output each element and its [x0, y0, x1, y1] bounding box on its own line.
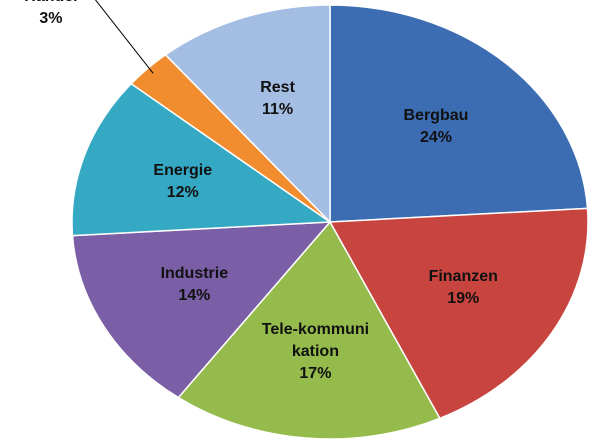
pie-slice	[328, 207, 589, 420]
pie-slice	[71, 221, 332, 399]
slice-value: 3%	[39, 10, 63, 28]
slice-value: 11%	[261, 101, 294, 119]
slice-name: Energie	[153, 161, 213, 179]
slice-name: Bergbau	[403, 107, 469, 125]
slice-value: 19%	[447, 290, 480, 308]
slice-value: 12%	[166, 183, 199, 201]
slice-label: Bergbau 24%	[381, 105, 491, 149]
slice-label: Tele-kommunikation 17%	[260, 319, 370, 385]
slice-label: Handel 3%	[0, 0, 106, 30]
leader-line	[94, 0, 154, 74]
slice-label: Finanzen 19%	[408, 266, 518, 310]
pie-slice	[177, 220, 441, 440]
slice-value: 17%	[299, 364, 332, 382]
slice-label: Industrie 14%	[139, 263, 249, 307]
pie-slice	[71, 82, 333, 237]
slice-name: Handel	[0, 0, 106, 8]
slice-label: Energie 12%	[128, 160, 238, 204]
slice-name: Industrie	[160, 264, 229, 282]
slice-name: Rest	[260, 79, 295, 97]
slice-name: Finanzen	[428, 268, 498, 286]
slice-value: 14%	[178, 286, 211, 304]
pie-slice	[329, 4, 589, 223]
pie-slice	[164, 4, 331, 224]
slice-label: Rest 11%	[223, 77, 333, 121]
slice-name: Tele-kommunikation	[261, 320, 370, 360]
slice-value: 24%	[419, 129, 452, 147]
